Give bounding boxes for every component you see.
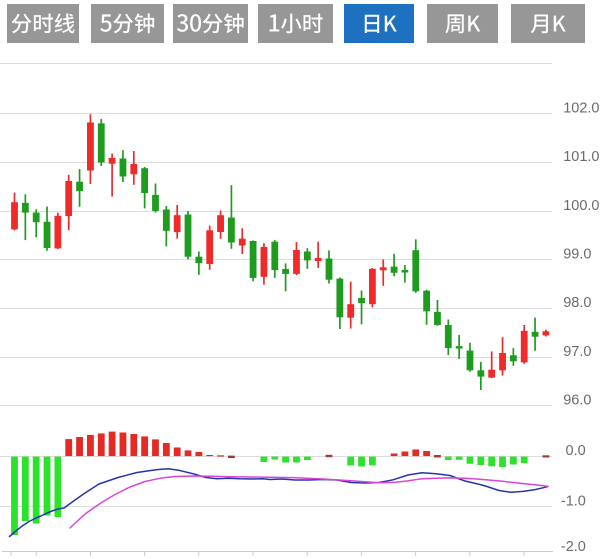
svg-text:-2.0: -2.0: [561, 539, 586, 555]
svg-text:97.0: 97.0: [563, 344, 591, 360]
svg-text:99.0: 99.0: [563, 247, 591, 263]
svg-text:-1.0: -1.0: [561, 493, 586, 509]
svg-text:98.0: 98.0: [563, 295, 591, 311]
svg-text:100.0: 100.0: [563, 198, 599, 214]
svg-text:0.0: 0.0: [566, 443, 586, 459]
svg-text:96.0: 96.0: [563, 393, 591, 409]
svg-text:101.0: 101.0: [563, 149, 599, 165]
svg-text:102.0: 102.0: [563, 100, 599, 116]
